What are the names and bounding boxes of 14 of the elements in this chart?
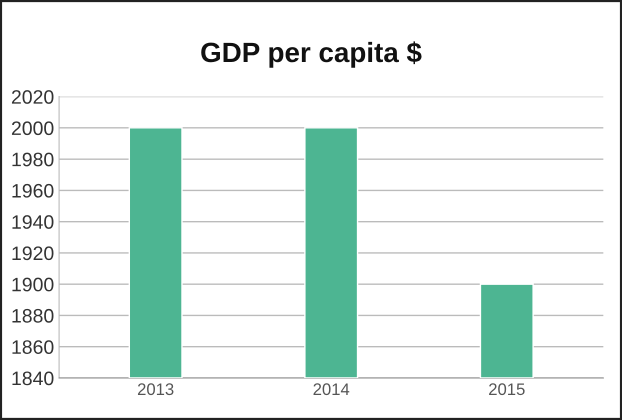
y-tick-label: 1860 [12,340,54,354]
x-tick-label: 2014 [314,383,350,396]
y-tick-label: 1940 [12,215,54,229]
chart-title: GDP per capita $ [201,41,422,68]
y-tick-label: 1900 [12,278,54,292]
y-tick-label: 2000 [12,121,54,136]
x-tick-label: 2015 [489,383,525,396]
y-tick-label: 1980 [12,152,54,166]
y-tick-label: 1920 [12,246,54,260]
y-tick-label: 1840 [12,371,54,386]
x-tick-label: 2013 [138,383,174,396]
y-tick-label: 1960 [12,184,54,198]
y-tick-label: 1880 [12,308,54,323]
y-tick-label: 2020 [12,90,54,104]
